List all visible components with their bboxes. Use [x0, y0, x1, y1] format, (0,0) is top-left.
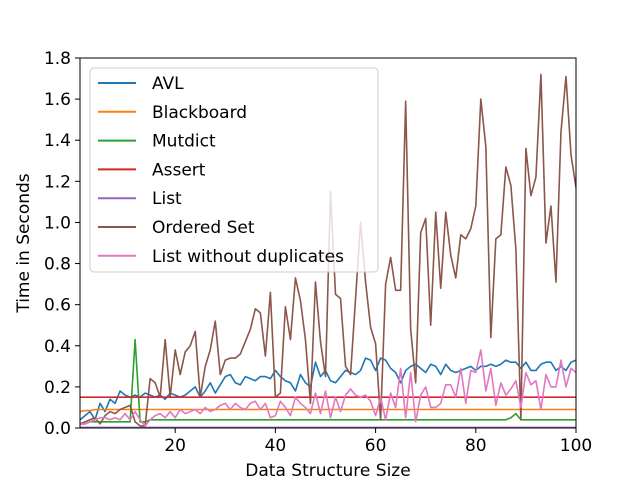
legend-label: Assert	[152, 160, 206, 180]
y-tick-label: 0.6	[44, 296, 71, 316]
x-axis-label: Data Structure Size	[245, 461, 410, 480]
legend-label: List	[152, 189, 182, 209]
y-tick-label: 1.2	[44, 172, 71, 192]
y-axis: 0.0 0.2 0.4 0.6 0.8 1.0 1.2 1.4 1.6 1.8	[44, 49, 80, 439]
series-layer	[80, 73, 576, 428]
y-tick-label: 1.0	[44, 213, 71, 233]
y-axis-label: Time in Seconds	[14, 173, 34, 313]
series-line-ordered-set	[80, 73, 576, 427]
y-tick-label: 0.0	[44, 419, 71, 439]
x-tick-label: 80	[465, 436, 487, 456]
y-tick-label: 1.8	[44, 49, 71, 69]
y-tick-label: 0.2	[44, 378, 71, 398]
x-tick-label: 100	[560, 436, 592, 456]
legend-label: Ordered Set	[152, 218, 255, 238]
x-axis: 20 40 60 80 100	[164, 428, 592, 456]
series-line-mutdict	[80, 338, 576, 425]
legend-label: Mutdict	[152, 132, 216, 152]
legend-label: Blackboard	[152, 103, 247, 123]
legend-frame	[89, 67, 379, 273]
x-tick-label: 20	[164, 436, 186, 456]
legend-label: AVL	[152, 74, 184, 94]
plot-frame	[79, 57, 577, 429]
y-tick-label: 0.8	[44, 255, 71, 275]
y-tick-label: 0.4	[44, 337, 71, 357]
series-line-blackboard	[80, 408, 576, 413]
x-tick-label: 60	[365, 436, 387, 456]
series-line-list-without-duplicates	[80, 349, 576, 427]
legend: AVL Blackboard Mutdict Assert List Ordered Se…	[89, 67, 379, 273]
y-tick-label: 1.6	[44, 90, 71, 110]
legend-label: List without duplicates	[152, 247, 344, 267]
y-tick-label: 1.4	[44, 131, 71, 151]
x-tick-label: 40	[265, 436, 287, 456]
